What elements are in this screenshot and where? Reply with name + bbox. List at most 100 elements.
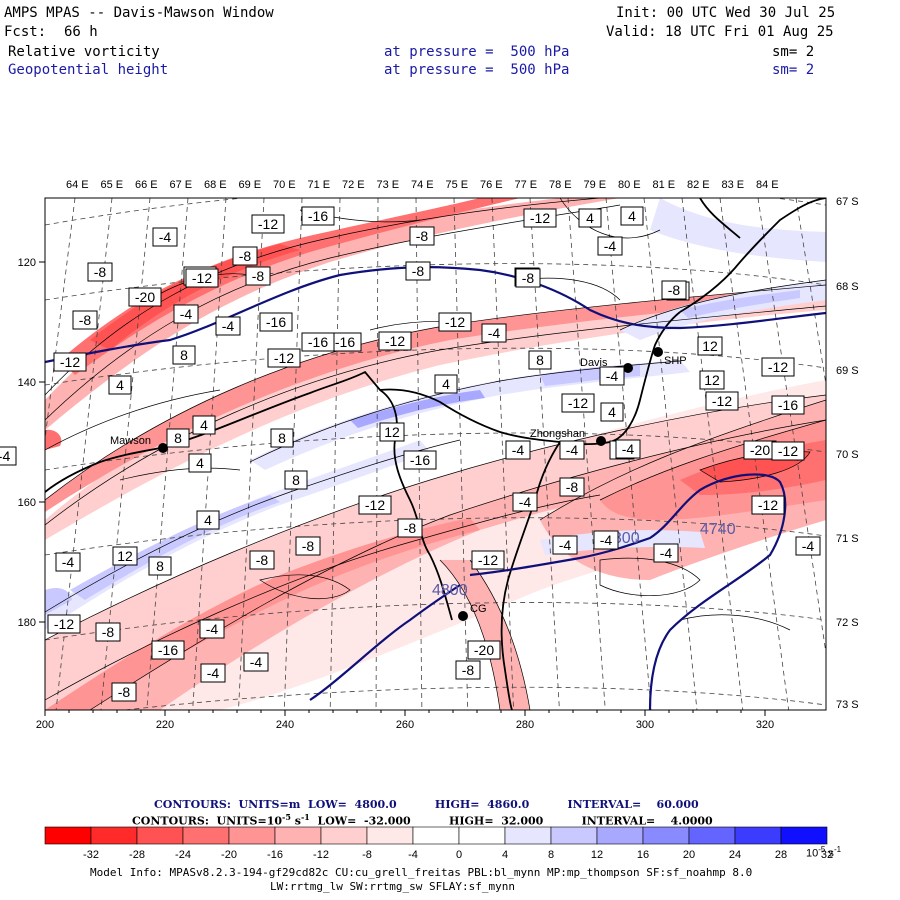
svg-text:-8: -8 bbox=[416, 228, 429, 244]
svg-text:-4: -4 bbox=[606, 368, 619, 384]
colorbar-swatch bbox=[504, 826, 552, 845]
svg-text:12: 12 bbox=[117, 548, 133, 564]
colorbar-swatch bbox=[274, 826, 322, 845]
vorticity-value-label: -20 bbox=[743, 440, 777, 460]
svg-text:4: 4 bbox=[442, 376, 450, 392]
svg-text:4: 4 bbox=[196, 455, 204, 471]
contours-vorticity-info: CONTOURS: UNITS=10-5 s-1 LOW= -32.000 HI… bbox=[132, 812, 713, 828]
stations: Mawson Davis Zhongshan SHP CG bbox=[110, 347, 687, 621]
colorbar-swatch bbox=[136, 826, 184, 845]
vorticity-value-label: 4 bbox=[600, 402, 624, 422]
svg-text:-12: -12 bbox=[385, 333, 405, 349]
colorbar-swatch bbox=[458, 826, 506, 845]
colorbar-tick-label: -28 bbox=[129, 849, 145, 861]
field1-level: at pressure = 500 hPa bbox=[384, 44, 570, 60]
vorticity-value-label: -16 bbox=[771, 395, 805, 415]
y-tick-label: 120 bbox=[18, 257, 36, 269]
svg-text:-8: -8 bbox=[256, 552, 269, 568]
x-tick-label: 220 bbox=[156, 719, 174, 731]
colorbar-tick-label: 12 bbox=[591, 849, 603, 861]
svg-text:-12: -12 bbox=[758, 497, 778, 513]
svg-text:-16: -16 bbox=[158, 642, 178, 658]
vorticity-value-label: -4 bbox=[173, 304, 199, 324]
vorticity-value-label: -12 bbox=[471, 550, 505, 570]
vorticity-value-label: 4 bbox=[620, 206, 644, 226]
svg-text:4: 4 bbox=[608, 404, 616, 420]
station-davis-marker bbox=[623, 363, 633, 373]
vorticity-value-label: -4 bbox=[0, 446, 17, 466]
colorbar-tick-label: -8 bbox=[362, 849, 372, 861]
height-label: 4740 bbox=[700, 521, 736, 538]
vorticity-value-label: -12 bbox=[267, 348, 301, 368]
vorticity-value-label: -4 bbox=[512, 492, 538, 512]
vorticity-value-label: -4 bbox=[243, 652, 269, 672]
colorbar-tick-label: 16 bbox=[637, 849, 649, 861]
svg-text:4: 4 bbox=[200, 417, 208, 433]
longitude-label: 72 E bbox=[342, 179, 365, 191]
vorticity-value-label: -8 bbox=[232, 246, 258, 266]
vorticity-value-label: 4 bbox=[196, 510, 220, 530]
colorbar-tick-label: 8 bbox=[548, 849, 554, 861]
station-cg-label: CG bbox=[470, 603, 487, 615]
x-tick-label: 200 bbox=[36, 719, 54, 731]
colorbar-swatch bbox=[366, 826, 414, 845]
vorticity-value-label: 4 bbox=[188, 453, 212, 473]
vorticity-value-label: -12 bbox=[561, 393, 595, 413]
vorticity-value-label: -16 bbox=[151, 640, 185, 660]
longitude-label: 67 E bbox=[170, 179, 193, 191]
svg-text:-12: -12 bbox=[274, 350, 294, 366]
colorbar-tick-label: 24 bbox=[729, 849, 741, 861]
longitude-label: 71 E bbox=[308, 179, 331, 191]
svg-text:-8: -8 bbox=[404, 520, 417, 536]
svg-text:-12: -12 bbox=[54, 616, 74, 632]
vorticity-value-label: 4 bbox=[192, 415, 216, 435]
longitude-label: 77 E bbox=[515, 179, 538, 191]
forecast-label: Fcst: bbox=[4, 24, 47, 40]
y-tick-label: 140 bbox=[18, 377, 36, 389]
vorticity-value-label: -4 bbox=[597, 236, 623, 256]
station-shp-marker bbox=[653, 347, 663, 357]
svg-text:-16: -16 bbox=[335, 334, 355, 350]
svg-text:-8: -8 bbox=[462, 662, 475, 678]
vorticity-value-label: 12 bbox=[379, 422, 405, 442]
svg-text:-4: -4 bbox=[180, 306, 193, 322]
vorticity-value-label: 12 bbox=[697, 336, 723, 356]
colorbar-tick-label: 32 bbox=[821, 849, 833, 861]
y-tick-label: 160 bbox=[18, 497, 36, 509]
vorticity-value-label: -12 bbox=[761, 357, 795, 377]
colorbar-swatch bbox=[182, 826, 230, 845]
svg-text:-8: -8 bbox=[412, 263, 425, 279]
vorticity-value-label: -8 bbox=[661, 280, 687, 300]
svg-text:8: 8 bbox=[156, 558, 164, 574]
svg-text:-4: -4 bbox=[622, 441, 635, 457]
colorbar-units: 10-5 s-1 bbox=[806, 845, 842, 860]
vorticity-value-label: 8 bbox=[528, 350, 552, 370]
svg-text:-12: -12 bbox=[778, 443, 798, 459]
svg-text:-16: -16 bbox=[308, 208, 328, 224]
svg-text:-4: -4 bbox=[600, 532, 613, 548]
vorticity-value-label: -12 bbox=[185, 268, 219, 288]
vorticity-value-label: -4 bbox=[559, 440, 585, 460]
vorticity-value-label: -12 bbox=[523, 208, 557, 228]
svg-text:-4: -4 bbox=[802, 538, 815, 554]
svg-text:-4: -4 bbox=[660, 545, 673, 561]
longitude-label: 74 E bbox=[411, 179, 434, 191]
longitude-label: 80 E bbox=[618, 179, 641, 191]
longitude-label: 68 E bbox=[204, 179, 227, 191]
longitude-label: 75 E bbox=[446, 179, 469, 191]
svg-text:-12: -12 bbox=[568, 395, 588, 411]
vorticity-value-label: -4 bbox=[199, 619, 225, 639]
vorticity-value-label: -12 bbox=[251, 214, 285, 234]
svg-text:-16: -16 bbox=[778, 397, 798, 413]
svg-text:-12: -12 bbox=[478, 552, 498, 568]
svg-text:-4: -4 bbox=[512, 442, 525, 458]
field2-smoothing: sm= 2 bbox=[772, 62, 815, 78]
vorticity-value-label: -12 bbox=[53, 352, 87, 372]
svg-text:-12: -12 bbox=[258, 216, 278, 232]
vorticity-value-label: -4 bbox=[615, 439, 641, 459]
vorticity-value-label: -4 bbox=[481, 323, 507, 343]
station-zhongshan-label: Zhongshan bbox=[530, 428, 585, 440]
x-tick-label: 320 bbox=[756, 719, 774, 731]
vorticity-value-label: -4 bbox=[653, 543, 679, 563]
